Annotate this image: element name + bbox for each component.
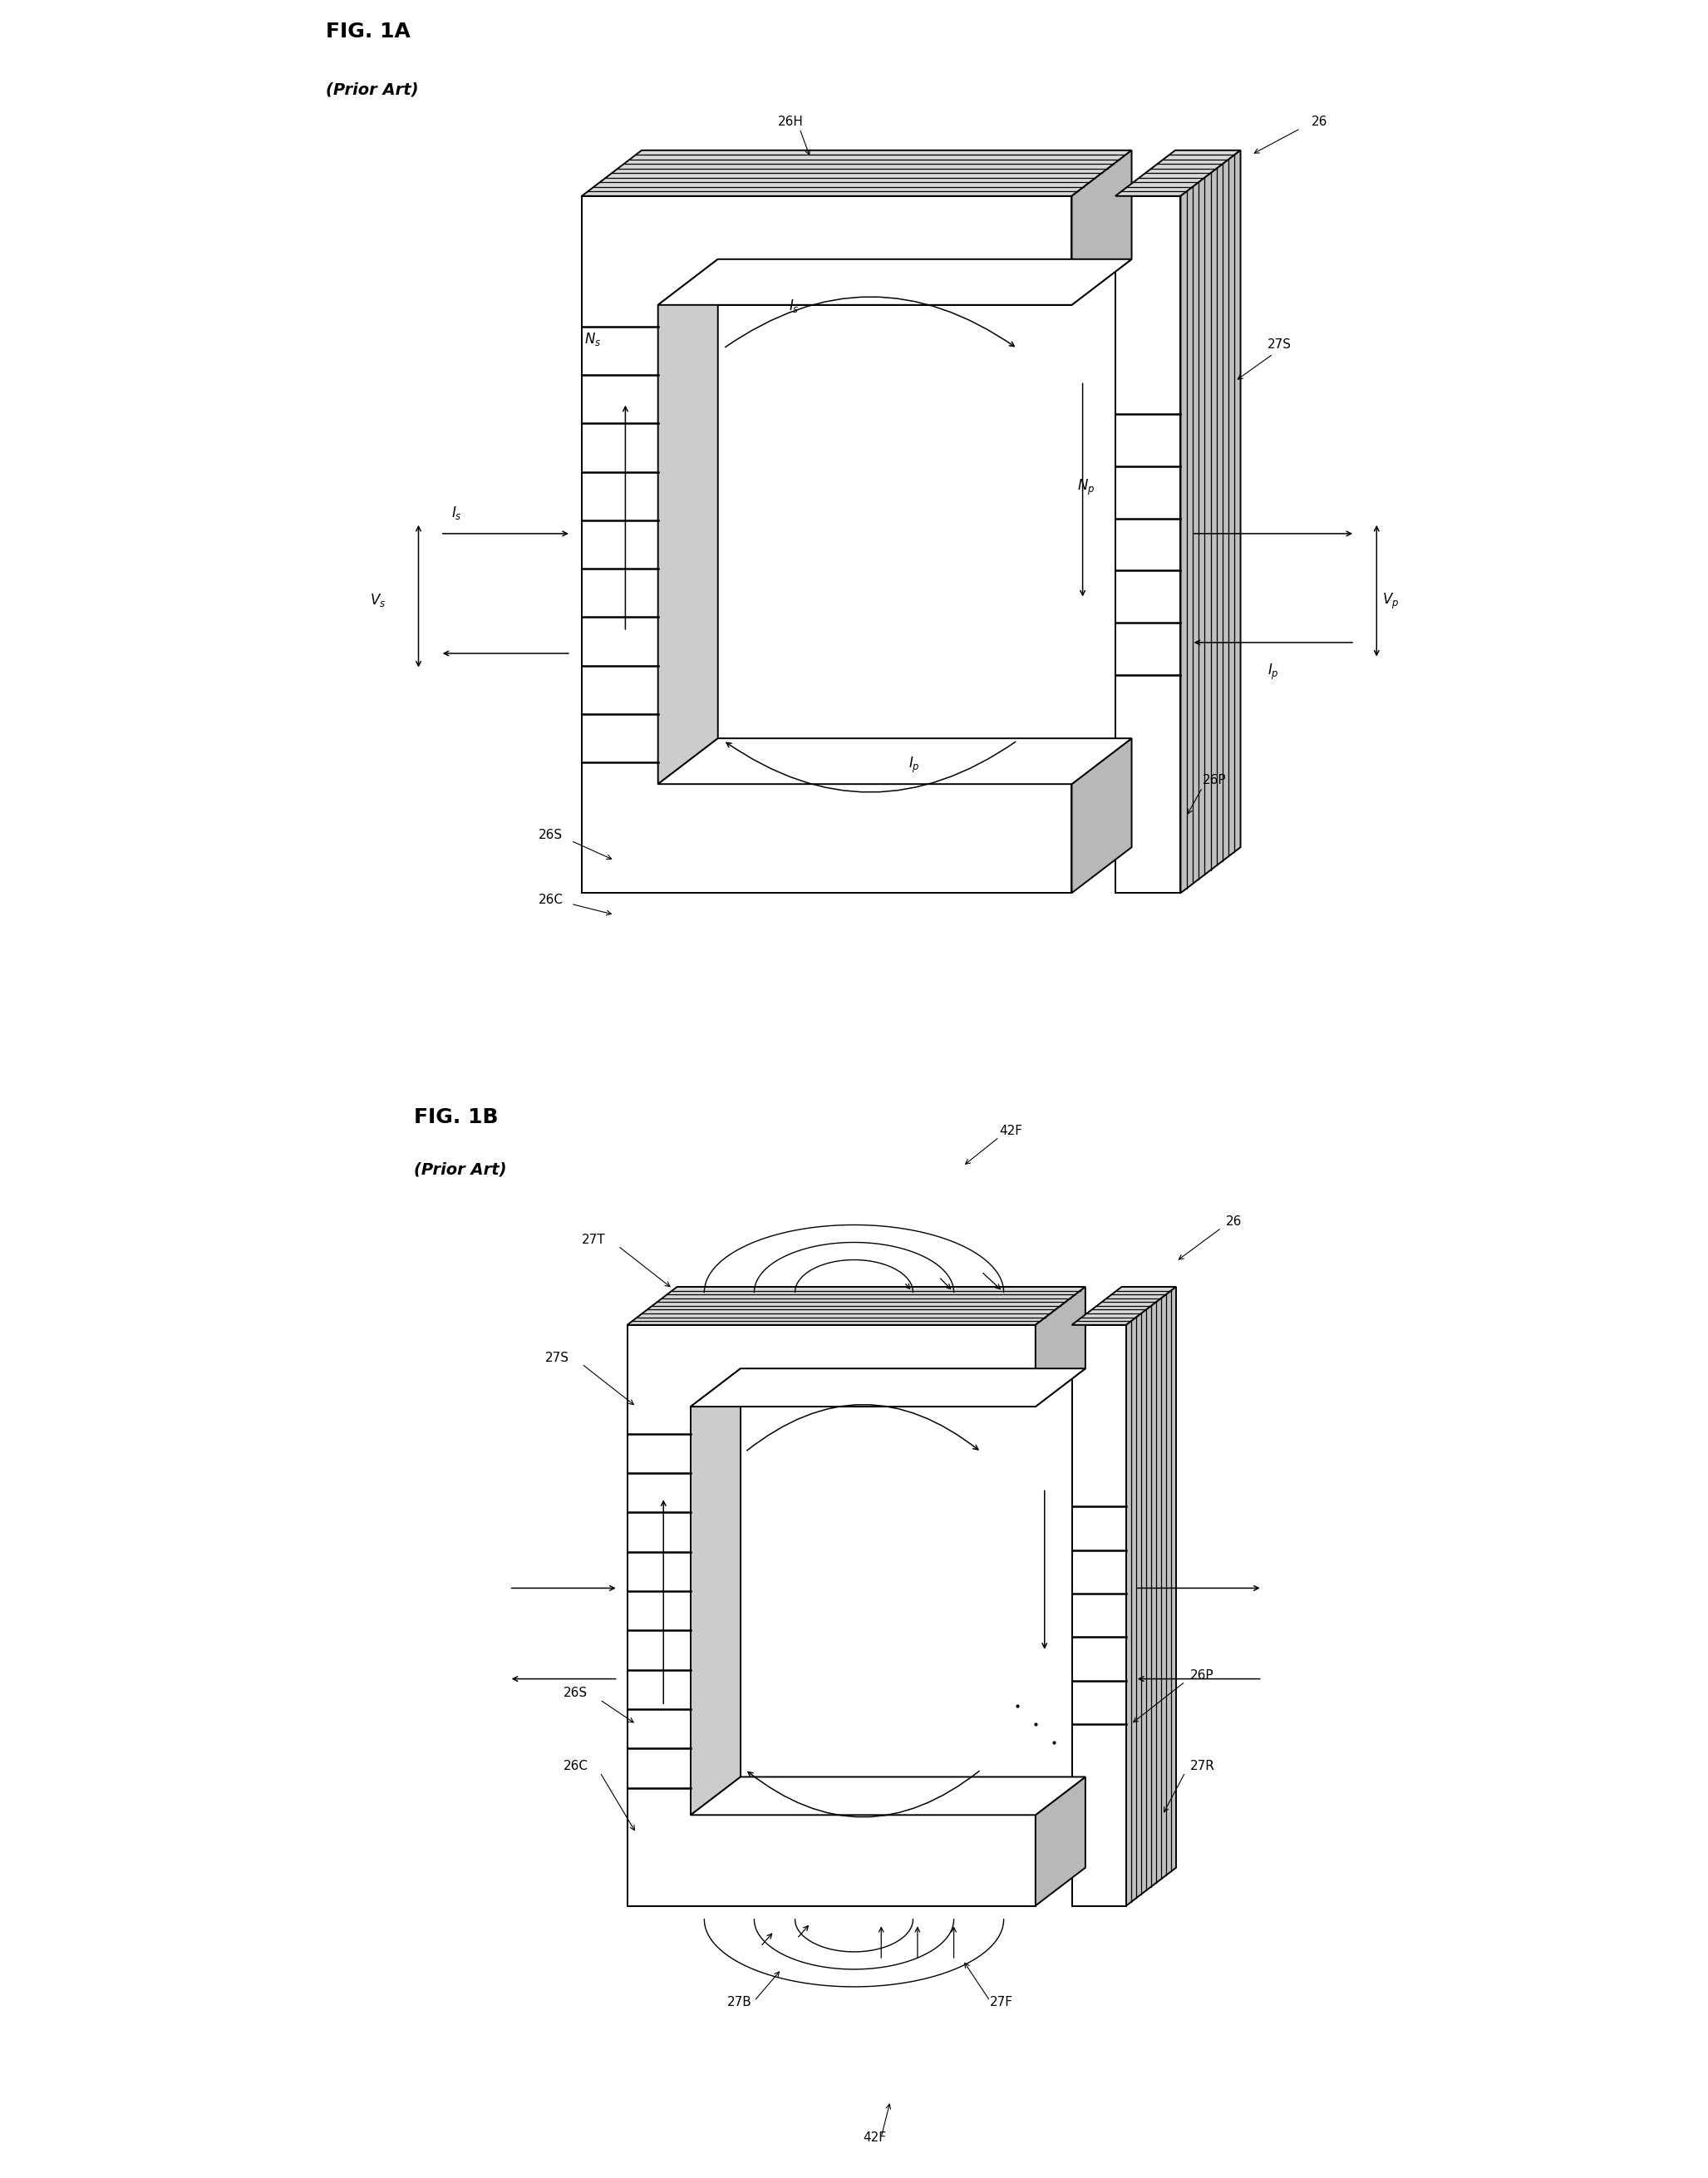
Polygon shape (690, 1368, 1085, 1407)
Polygon shape (1180, 150, 1240, 893)
Polygon shape (1115, 196, 1180, 893)
Text: 26S: 26S (564, 1688, 588, 1699)
Text: 27F: 27F (991, 1995, 1013, 2008)
Text: 27S: 27S (545, 1350, 569, 1363)
Text: $\mathit{I}_s$: $\mathit{I}_s$ (789, 298, 799, 314)
Polygon shape (582, 196, 1071, 893)
Polygon shape (1035, 1777, 1085, 1906)
Polygon shape (1071, 738, 1132, 893)
Text: $V_s$: $V_s$ (369, 592, 386, 608)
Text: $N_s$: $N_s$ (584, 331, 601, 346)
Text: 26: 26 (1226, 1215, 1242, 1228)
Polygon shape (1035, 1287, 1085, 1407)
Text: $V_p$: $V_p$ (1382, 592, 1399, 612)
Polygon shape (627, 1287, 1085, 1324)
Polygon shape (1071, 1287, 1177, 1324)
Polygon shape (658, 259, 717, 784)
Text: 26S: 26S (538, 828, 562, 841)
Text: $\mathit{I}_s$: $\mathit{I}_s$ (451, 505, 461, 521)
Polygon shape (658, 259, 1132, 305)
Text: 27R: 27R (1190, 1760, 1214, 1773)
Polygon shape (690, 1777, 1085, 1814)
Polygon shape (582, 150, 1132, 196)
Text: 26P: 26P (1190, 1668, 1213, 1681)
Text: 27B: 27B (728, 1995, 752, 2008)
Text: FIG. 1B: FIG. 1B (413, 1106, 499, 1126)
Text: FIG. 1A: FIG. 1A (326, 22, 410, 41)
Text: $\mathit{I}_p$: $\mathit{I}_p$ (1267, 662, 1279, 682)
Text: 26H: 26H (777, 115, 803, 129)
Text: 27T: 27T (582, 1233, 606, 1246)
Polygon shape (690, 1368, 741, 1814)
Text: 26C: 26C (538, 893, 564, 906)
Text: (Prior Art): (Prior Art) (326, 81, 418, 98)
Text: 42F: 42F (863, 2132, 886, 2143)
Polygon shape (1071, 1324, 1126, 1906)
Text: $\mathit{I}_p$: $\mathit{I}_p$ (909, 756, 921, 775)
Polygon shape (627, 1324, 1035, 1906)
Polygon shape (1115, 150, 1240, 196)
Polygon shape (658, 738, 1132, 784)
Text: 26C: 26C (564, 1760, 589, 1773)
Text: (Prior Art): (Prior Art) (413, 1161, 507, 1178)
Polygon shape (1071, 150, 1132, 305)
Text: 26P: 26P (1202, 773, 1226, 786)
Text: 27S: 27S (1267, 338, 1291, 351)
Polygon shape (1126, 1287, 1177, 1906)
Text: $N_p$: $N_p$ (1078, 477, 1095, 497)
Text: 26: 26 (1312, 115, 1327, 129)
Text: 42F: 42F (999, 1124, 1023, 1137)
